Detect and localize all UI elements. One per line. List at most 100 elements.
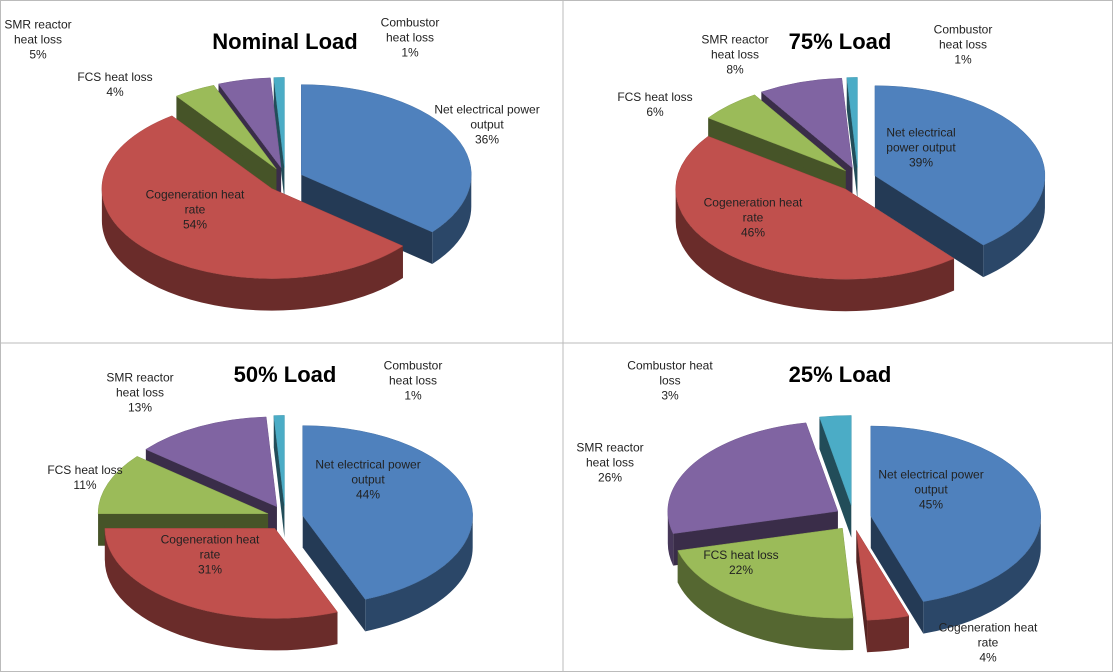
slice-category: FCS heat loss [703,548,779,562]
slice-category: Cogeneration heat rate [145,187,245,217]
slice-side [867,615,909,653]
slice-side [101,188,403,311]
slice-side [677,550,854,651]
slice-wall [870,516,924,634]
slice-wall [874,175,984,278]
slice-label: Cogeneration heat rate 54% [145,188,245,233]
slice-wall [273,77,285,200]
slice-label: Combustor heat loss 3% [615,359,725,404]
slice-label: Combustor heat loss 1% [373,359,453,404]
slice [302,425,473,600]
slice [101,115,404,279]
slice-value: 46% [740,225,766,240]
slice-value: 45% [918,497,944,512]
slice-category: Combustor heat loss [380,15,440,45]
slice [856,530,910,621]
slice [675,136,955,280]
slice-wall [846,77,858,200]
slice-value: 1% [954,52,972,67]
slice-label: SMR reactor heat loss 5% [0,18,78,63]
slice-category: Combustor heat loss [383,358,443,388]
slice-label: Cogeneration heat rate 4% [938,621,1038,666]
chart-title: 75% Load [788,29,892,54]
slice-category: FCS heat loss [617,90,693,104]
slice [273,77,285,168]
slice-value: 1% [401,45,419,60]
slice-label: Cogeneration heat rate 31% [160,533,260,578]
slice-label: SMR reactor heat loss 8% [695,33,775,78]
slice [667,422,839,534]
slice [846,77,858,168]
slice-wall [856,530,868,653]
slice-side [923,516,1041,634]
slice-value: 36% [474,132,500,147]
slice-value: 22% [728,563,754,577]
slice-side [365,515,473,632]
slice [707,94,846,172]
slice-category: FCS heat loss [47,463,123,477]
slice-category: SMR reactor heat loss [4,17,72,47]
slice-category: SMR reactor heat loss [576,440,644,470]
slice [301,84,472,233]
slice [104,528,338,619]
slice-side [432,174,472,265]
slice-label: Cogeneration heat rate 46% [703,196,803,241]
slice-label: Net electrical power output 36% [432,103,542,148]
slice-value: 3% [661,388,679,403]
slice-label: Net electrical power output 45% [876,468,986,513]
slice-value: 11% [73,478,97,492]
slice-label: Net electrical power output 39% [871,126,971,171]
slice-label: FCS heat loss 4% [70,70,160,100]
slice-category: Combustor heat loss [627,358,713,388]
slice-side [667,511,674,566]
slice-side [104,528,338,651]
slice-value: 6% [646,105,664,119]
slice-label: FCS heat loss 11% [40,463,130,493]
slice-category: SMR reactor heat loss [701,32,769,62]
slice-label: FCS heat loss 22% [691,548,791,578]
slice-category: Net electrical power output [886,125,956,155]
slice [870,425,1042,602]
slice-category: Net electrical power output [434,102,540,132]
slice-label: FCS heat loss 6% [610,90,700,120]
slice-value: 4% [979,650,997,665]
slice-value: 54% [182,217,208,232]
slice-value: 44% [355,487,381,502]
slice-wall [302,515,366,632]
slice-value: 31% [197,562,223,577]
slice-value: 8% [726,62,744,77]
chart-title: Nominal Load [212,29,358,54]
slice-category: Combustor heat loss [933,22,993,52]
slice-label: SMR reactor heat loss 26% [570,441,650,486]
slice-category: FCS heat loss [77,70,153,84]
slice-wall [301,174,433,265]
slice [175,85,277,170]
slice-side [983,175,1045,278]
slice-category: Cogeneration heat rate [703,195,803,225]
slice-value: 5% [29,47,47,62]
slice-value: 26% [597,470,623,485]
slice-category: Cogeneration heat rate [938,620,1038,650]
slice [145,416,278,508]
slice-label: Net electrical power output 44% [313,458,423,503]
slice-value: 39% [908,155,934,170]
slice-value: 13% [127,400,153,415]
slice [97,456,269,514]
slice [677,527,854,619]
slice [273,415,285,506]
slice [874,85,1046,246]
slice-value: 1% [404,388,422,403]
slice-label: SMR reactor heat loss 13% [100,371,180,416]
chart-title: 25% Load [788,362,892,387]
slice-category: Net electrical power output [878,467,984,497]
slice [760,77,853,169]
slice-label: Combustor heat loss 1% [923,23,1003,68]
slice-wall [273,415,285,538]
slice [218,77,282,169]
slice-category: Cogeneration heat rate [160,532,260,562]
slice-value: 4% [106,85,124,99]
slice-wall [819,417,852,538]
slice-side [675,189,955,312]
